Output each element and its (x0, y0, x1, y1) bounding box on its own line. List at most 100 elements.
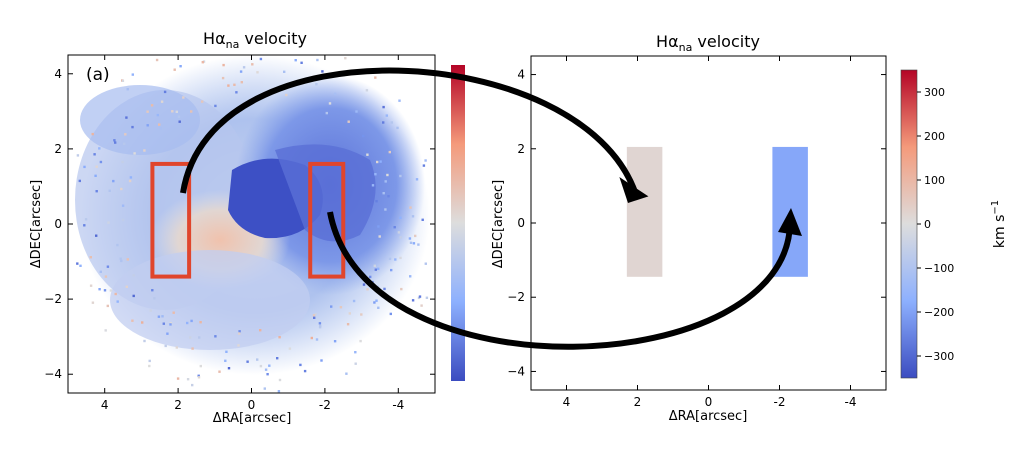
noise-pixel (191, 383, 194, 387)
noise-pixel (148, 364, 151, 368)
noise-pixel (256, 358, 259, 361)
right-panel-title: Hαna velocity (656, 32, 760, 54)
noise-pixel (399, 236, 402, 239)
noise-pixel (374, 268, 377, 271)
noise-pixel (126, 258, 129, 261)
noise-pixel (346, 323, 350, 326)
noise-pixel (278, 378, 282, 382)
noise-pixel (362, 283, 366, 286)
noise-pixel (422, 164, 426, 167)
noise-pixel (420, 304, 423, 307)
noise-pixel (345, 372, 348, 375)
noise-pixel (415, 178, 419, 181)
noise-pixel (197, 376, 201, 379)
noise-pixel (399, 256, 402, 260)
noise-pixel (93, 153, 96, 156)
noise-pixel (355, 110, 358, 113)
noise-pixel (166, 332, 169, 335)
noise-pixel (146, 124, 149, 127)
left-y-ticks: 4 2 0 −2 −4 (44, 67, 435, 381)
noise-pixel (98, 147, 101, 150)
noise-pixel (390, 268, 393, 272)
noise-pixel (339, 306, 343, 309)
noise-pixel (390, 121, 393, 124)
noise-pixel (146, 110, 149, 113)
noise-pixel (157, 315, 161, 318)
noise-pixel (95, 165, 98, 168)
noise-pixel (173, 68, 176, 71)
noise-pixel (288, 347, 292, 350)
noise-pixel (285, 93, 288, 97)
noise-pixel (377, 267, 380, 270)
noise-pixel (128, 179, 132, 183)
noise-pixel (163, 90, 167, 94)
noise-pixel (156, 113, 159, 117)
colorbar-label: km s−1 (990, 200, 1008, 248)
noise-pixel (259, 57, 263, 61)
noise-pixel (114, 141, 117, 144)
noise-pixel (354, 362, 357, 365)
noise-pixel (132, 274, 135, 277)
noise-pixel (246, 360, 249, 363)
noise-pixel (239, 70, 243, 73)
noise-pixel (330, 305, 333, 308)
noise-pixel (76, 154, 80, 157)
noise-pixel (104, 329, 107, 332)
noise-pixel (114, 292, 117, 296)
noise-pixel (373, 301, 376, 304)
noise-pixel (294, 59, 297, 62)
noise-pixel (104, 275, 108, 278)
noise-pixel (131, 73, 134, 76)
noise-pixel (259, 364, 263, 368)
noise-pixel (398, 99, 401, 102)
noise-pixel (103, 289, 107, 292)
noise-pixel (268, 364, 271, 367)
noise-pixel (377, 306, 380, 309)
noise-pixel (384, 208, 387, 211)
noise-pixel (190, 110, 193, 113)
noise-pixel (106, 304, 109, 308)
noise-pixel (172, 311, 175, 314)
right-axes-frame (530, 55, 887, 391)
colorbar-tick-label: −100 (924, 262, 954, 275)
noise-pixel (99, 160, 103, 164)
noise-pixel (178, 120, 181, 123)
noise-pixel (91, 301, 95, 304)
left-x-tick-label: 4 (101, 398, 109, 412)
noise-pixel (238, 330, 241, 333)
noise-pixel (190, 319, 193, 323)
left-x-axis-label: ΔRA[arcsec] (213, 411, 292, 426)
left-y-tick-label: 2 (54, 142, 62, 156)
noise-pixel (348, 312, 351, 315)
noise-pixel (315, 338, 319, 341)
noise-pixel (263, 387, 266, 390)
noise-pixel (221, 76, 225, 80)
noise-pixel (373, 264, 376, 267)
noise-pixel (83, 165, 86, 169)
noise-pixel (83, 224, 86, 227)
colorbar-tick-label: 100 (924, 174, 945, 187)
noise-pixel (396, 126, 399, 130)
noise-pixel (151, 289, 154, 292)
noise-pixel (366, 153, 369, 156)
noise-pixel (198, 336, 201, 339)
noise-pixel (235, 91, 238, 94)
right-x-axis-label: ΔRA[arcsec] (669, 409, 748, 424)
noise-pixel (199, 321, 202, 324)
noise-pixel (199, 364, 202, 368)
noise-pixel (116, 243, 119, 247)
noise-pixel (201, 61, 204, 64)
noise-pixel (119, 257, 122, 260)
noise-pixel (112, 179, 115, 183)
noise-pixel (399, 216, 402, 219)
noise-pixel (176, 377, 180, 380)
noise-pixel (384, 180, 387, 183)
noise-pixel (162, 322, 165, 325)
noise-pixel (153, 297, 156, 300)
noise-pixel (120, 187, 123, 191)
noise-pixel (421, 218, 424, 221)
colorbar-tick-label: 0 (924, 218, 931, 231)
curved-arrow-upper (180, 67, 638, 194)
